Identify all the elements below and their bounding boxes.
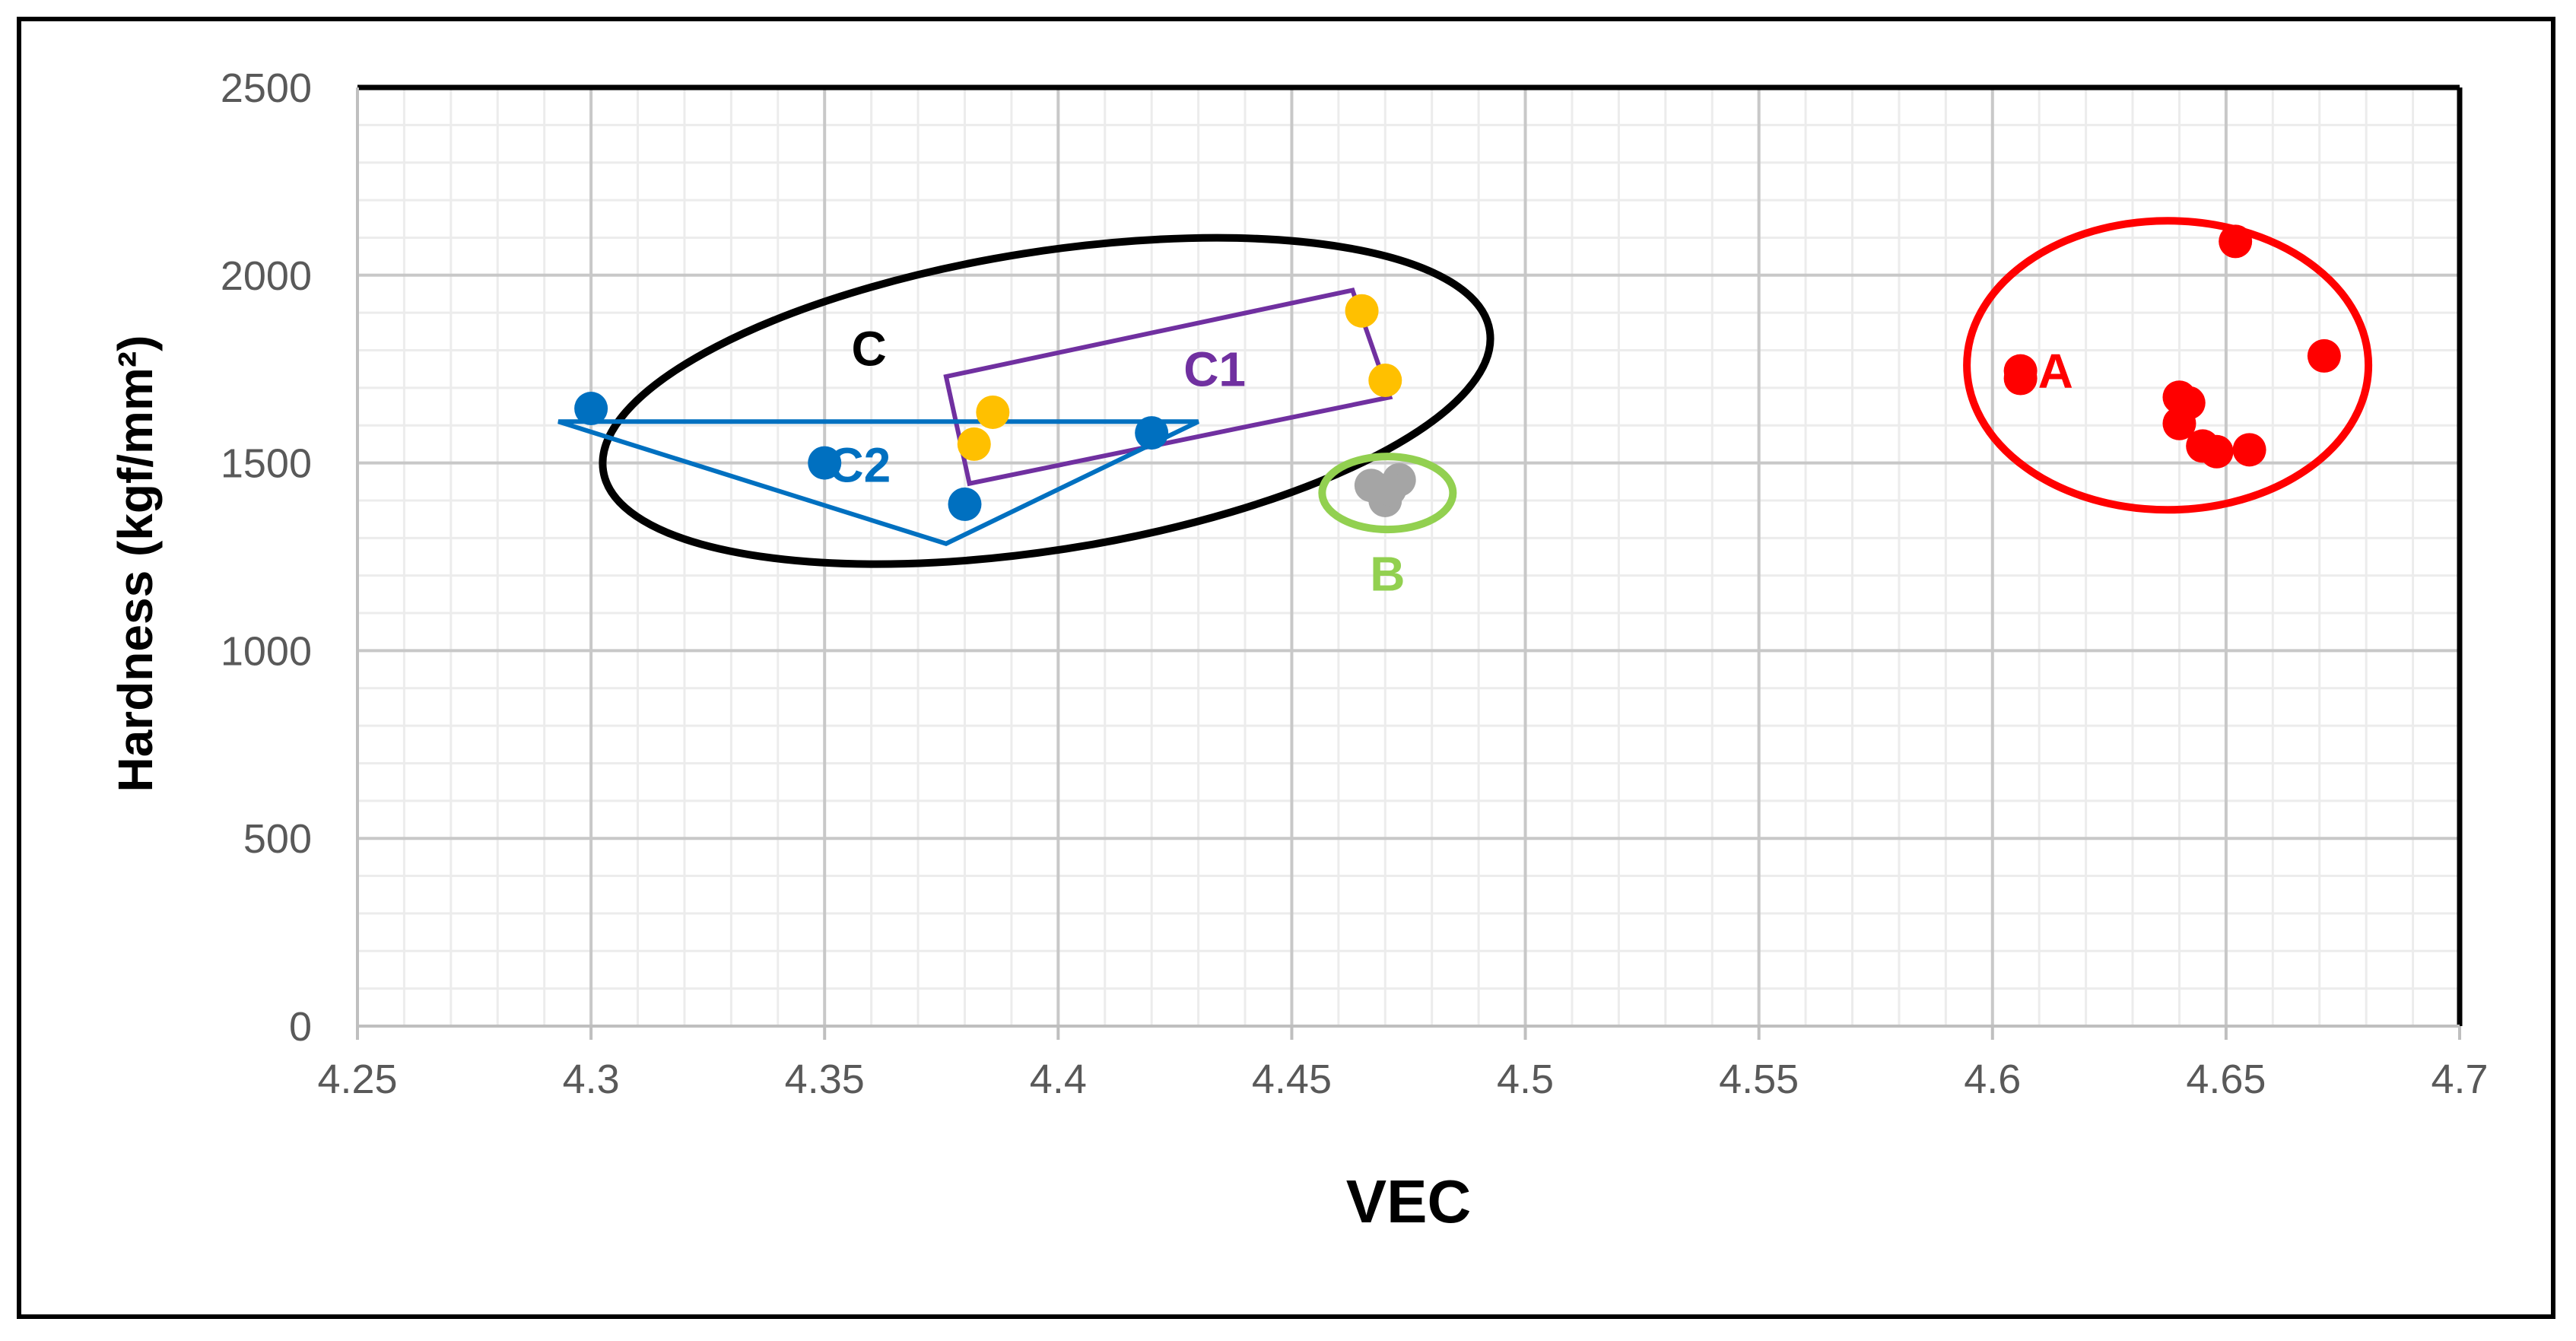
data-point	[1345, 294, 1379, 328]
data-point	[1135, 416, 1169, 450]
data-point	[2219, 224, 2253, 259]
cluster-a-ellipse	[1963, 217, 2373, 514]
data-point	[1368, 364, 1402, 398]
x-tick-label: 4.6	[1964, 1057, 2021, 1102]
x-tick-label: 4.45	[1252, 1057, 1332, 1102]
data-point	[574, 392, 608, 426]
data-point	[808, 446, 842, 480]
data-points	[574, 224, 2341, 521]
cluster-labels: A B C C1 C2	[828, 321, 2073, 601]
cluster-label-c: C	[851, 321, 886, 376]
y-axis-title: Hardness (kgf/mm²)	[108, 335, 163, 793]
data-point	[2232, 433, 2266, 467]
x-tick-label: 4.4	[1030, 1057, 1087, 1102]
data-point	[2162, 406, 2196, 440]
cluster-c2-outline	[557, 419, 1199, 546]
data-point	[2003, 361, 2038, 396]
data-point	[1373, 472, 1407, 507]
data-point	[2307, 338, 2341, 373]
x-tick-labels: 4.25 4.3 4.35 4.4 4.45 4.5 4.55 4.6 4.65 4.7	[317, 1057, 2488, 1102]
cluster-label-c1: C1	[1183, 342, 1246, 396]
major-gridlines	[356, 86, 2461, 1040]
y-tick-label: 2500	[221, 65, 312, 111]
y-tick-labels: 0 500 1000 1500 2000 2500	[221, 65, 312, 1050]
plot-area-border	[356, 84, 2463, 1028]
cluster-label-b: B	[1370, 546, 1405, 601]
cluster-label-a: A	[2038, 344, 2073, 399]
x-axis-title: VEC	[1346, 1168, 1472, 1235]
y-tick-label: 0	[289, 1004, 312, 1050]
data-point	[948, 487, 982, 521]
data-point	[976, 395, 1010, 429]
cluster-label-c2: C2	[828, 437, 891, 492]
y-tick-label: 500	[243, 816, 312, 862]
x-tick-label: 4.5	[1497, 1057, 1554, 1102]
cluster-shapes	[557, 217, 2373, 568]
x-tick-label: 4.55	[1719, 1057, 1799, 1102]
x-tick-label: 4.65	[2186, 1057, 2266, 1102]
y-tick-label: 2000	[221, 253, 312, 299]
cluster-b-ellipse	[1318, 453, 1457, 534]
y-tick-label: 1500	[221, 441, 312, 487]
x-tick-label: 4.25	[317, 1057, 397, 1102]
x-tick-label: 4.7	[2431, 1057, 2488, 1102]
cluster-c-ellipse	[599, 234, 1494, 568]
y-tick-label: 1000	[221, 628, 312, 674]
x-tick-label: 4.3	[563, 1057, 620, 1102]
x-tick-label: 4.35	[785, 1057, 865, 1102]
data-point	[2200, 434, 2234, 469]
data-point	[957, 427, 991, 461]
minor-gridlines	[357, 87, 2460, 1026]
